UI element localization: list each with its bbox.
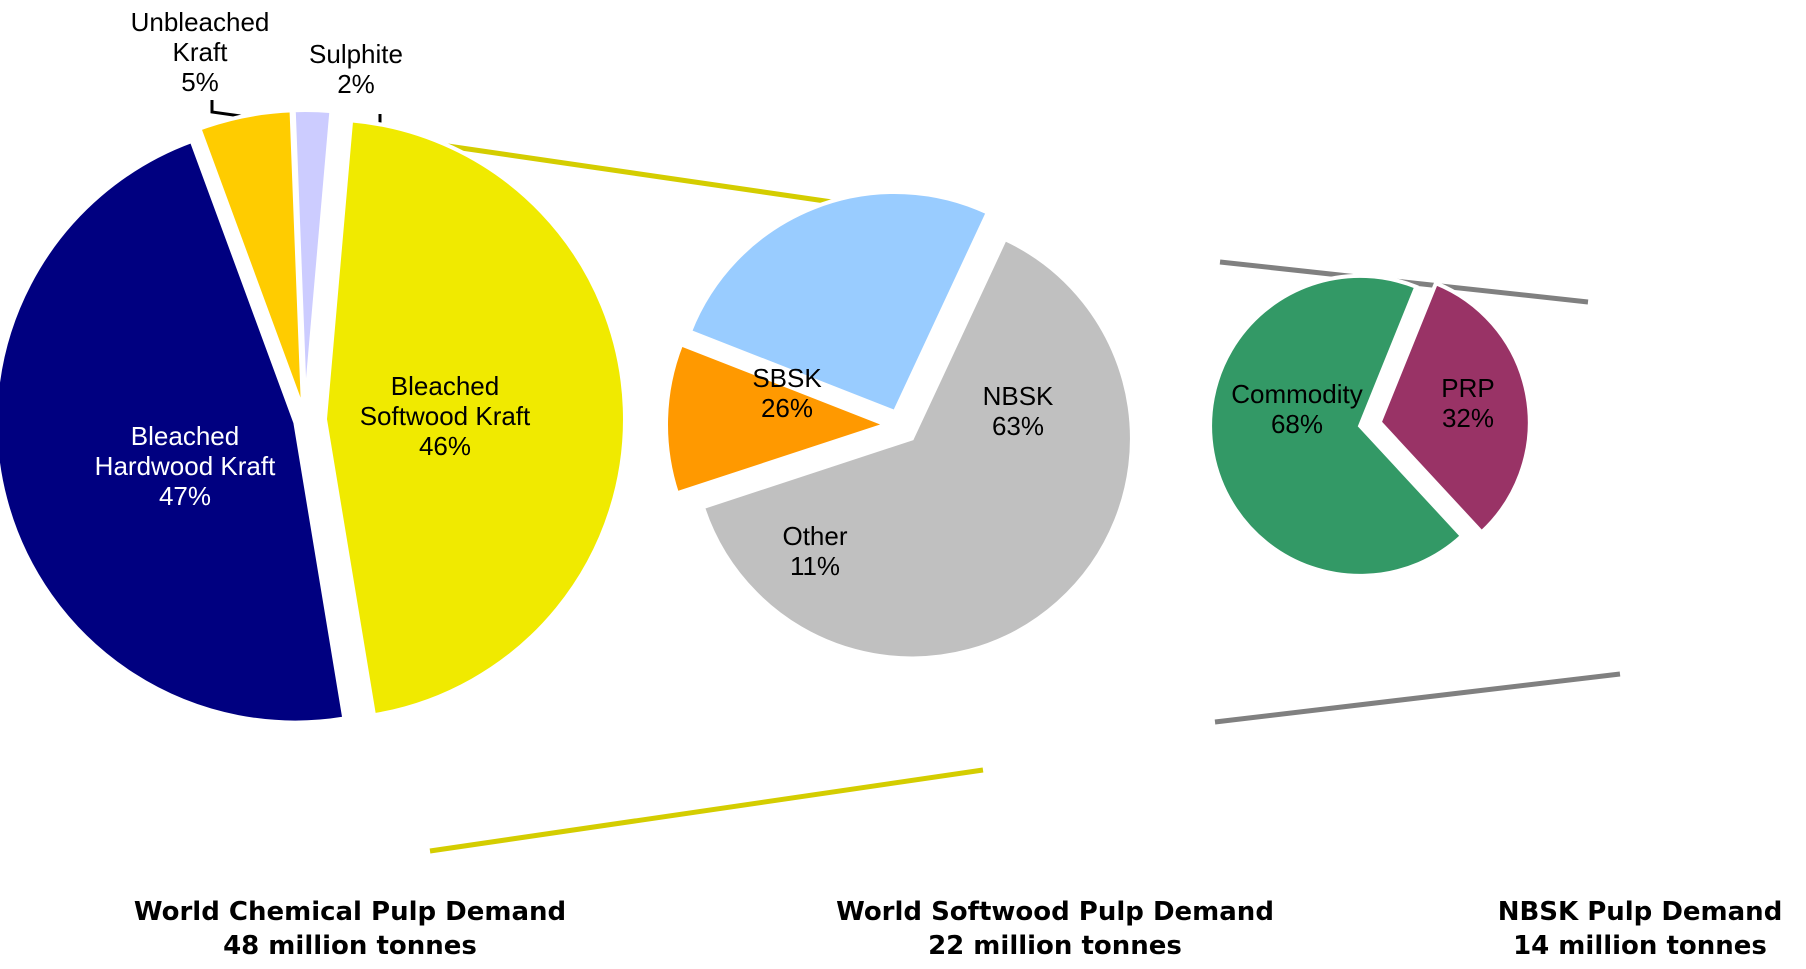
slice-label-bleached-hardwood-kraft: Bleached Hardwood Kraft 47% bbox=[95, 421, 276, 511]
slice-label-commodity: Commodity 68% bbox=[1231, 379, 1362, 439]
slice-label-nbsk: NBSK 63% bbox=[983, 381, 1054, 441]
pie-slice-bleached-softwood-kraft bbox=[322, 118, 627, 718]
pie-slice-nbsk bbox=[700, 236, 1134, 661]
pie-slice-unbleached-kraft bbox=[196, 108, 306, 411]
slice-label-bleached-softwood-kraft: Bleached Softwood Kraft 46% bbox=[360, 371, 531, 461]
zoom-connector-4 bbox=[1214, 671, 1621, 725]
slice-label-prp: PRP 32% bbox=[1441, 373, 1494, 433]
caption-chemical: World Chemical Pulp Demand 48 million to… bbox=[134, 897, 566, 961]
caption-nbsk: NBSK Pulp Demand 14 million tonnes bbox=[1498, 897, 1783, 961]
pie-slice-prp bbox=[1377, 280, 1532, 536]
slice-label-unbleached-kraft: Unbleached Kraft 5% bbox=[131, 7, 270, 97]
pie-slice-commodity bbox=[1208, 273, 1465, 578]
pies bbox=[0, 108, 1532, 725]
slice-label-other: Other 11% bbox=[782, 521, 847, 581]
slice-labels: Bleached Softwood Kraft 46% Bleached Hardwoo… bbox=[95, 7, 1495, 581]
caption-softwood: World Softwood Pulp Demand 22 million to… bbox=[836, 897, 1274, 961]
pie-slice-other bbox=[664, 341, 892, 496]
caption-softwood-subtitle: 22 million tonnes bbox=[928, 931, 1182, 961]
slice-label-sulphite: Sulphite 2% bbox=[309, 39, 403, 99]
pie-slice-sulphite bbox=[291, 108, 334, 411]
zoom-connector-2 bbox=[429, 767, 984, 854]
caption-chemical-subtitle: 48 million tonnes bbox=[223, 931, 477, 961]
caption-softwood-title: World Softwood Pulp Demand bbox=[836, 897, 1274, 927]
caption-nbsk-title: NBSK Pulp Demand bbox=[1498, 897, 1783, 927]
pie-slice-sbsk bbox=[687, 190, 991, 415]
caption-nbsk-subtitle: 14 million tonnes bbox=[1513, 931, 1767, 961]
pie-slice-bleached-hardwood-kraft bbox=[0, 138, 347, 725]
slice-label-sbsk: SBSK 26% bbox=[752, 363, 822, 423]
caption-chemical-title: World Chemical Pulp Demand bbox=[134, 897, 566, 927]
